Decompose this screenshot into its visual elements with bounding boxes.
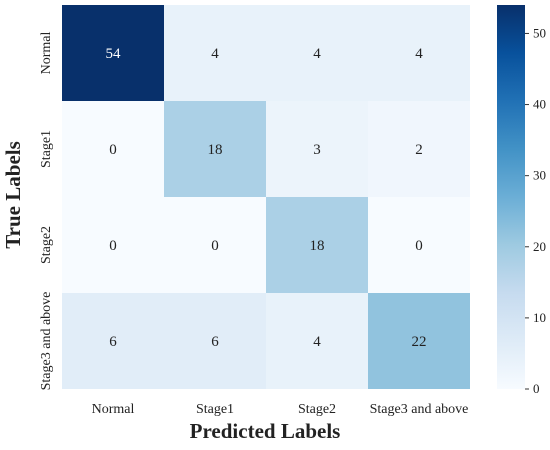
cell-value-r1-c3: 2 — [415, 142, 423, 158]
cell-value-r0-c3: 4 — [415, 46, 423, 62]
colorbar-tick-label-0: 0 — [533, 381, 540, 396]
colorbar: 0 10 20 30 40 50 — [497, 5, 546, 396]
heatmap-cell-r1-c2 — [266, 101, 368, 197]
heatmap-cell-r1-c0 — [62, 101, 164, 197]
y-tick-label-1: Stage1 — [39, 130, 54, 168]
y-tick-labels: Normal Stage1 Stage2 Stage3 and above — [39, 32, 54, 391]
cell-value-r1-c2: 3 — [313, 142, 321, 158]
y-tick-label-0: Normal — [39, 32, 54, 75]
heatmap-cell-r1-c1 — [164, 101, 266, 197]
cell-value-r1-c0: 0 — [109, 142, 117, 158]
heatmap-cell-r3-c3 — [368, 293, 470, 389]
colorbar-tick-label-4: 40 — [533, 97, 546, 112]
cell-value-r3-c1: 6 — [211, 334, 219, 350]
colorbar-tick-label-2: 20 — [533, 239, 546, 254]
heatmap-cell-r2-c1 — [164, 197, 266, 293]
cell-value-r2-c3: 0 — [415, 238, 423, 254]
colorbar-gradient — [497, 5, 525, 389]
heatmap-cell-r0-c0 — [62, 5, 164, 101]
colorbar-tick-label-1: 10 — [533, 310, 546, 325]
cell-value-r2-c2: 18 — [310, 238, 325, 254]
y-axis-title: True Labels — [1, 141, 25, 249]
cell-value-r2-c1: 0 — [211, 238, 219, 254]
x-tick-label-3: Stage3 and above — [370, 402, 469, 417]
y-tick-label-3: Stage3 and above — [39, 292, 54, 391]
cell-value-r0-c2: 4 — [313, 46, 321, 62]
heatmap-cell-r0-c3 — [368, 5, 470, 101]
heatmap-cell-r0-c1 — [164, 5, 266, 101]
heatmap-cell-r3-c1 — [164, 293, 266, 389]
cell-value-r3-c2: 4 — [313, 334, 321, 350]
x-tick-label-2: Stage2 — [298, 402, 336, 417]
x-tick-label-1: Stage1 — [196, 402, 234, 417]
cell-value-r0-c1: 4 — [211, 46, 219, 62]
heatmap-cell-r3-c2 — [266, 293, 368, 389]
x-tick-label-0: Normal — [92, 402, 135, 417]
cell-value-r1-c1: 18 — [208, 142, 223, 158]
cell-value-r0-c0: 54 — [106, 46, 122, 62]
heatmap-cell-r2-c0 — [62, 197, 164, 293]
cell-value-r3-c0: 6 — [109, 334, 117, 350]
heatmap-cell-r2-c3 — [368, 197, 470, 293]
heatmap-cells: 54 4 4 4 0 18 3 2 0 0 18 0 6 6 4 22 — [62, 5, 470, 389]
cell-value-r2-c0: 0 — [109, 238, 117, 254]
heatmap-cell-r3-c0 — [62, 293, 164, 389]
colorbar-tick-label-3: 30 — [533, 168, 546, 183]
heatmap-cell-r0-c2 — [266, 5, 368, 101]
x-axis-title: Predicted Labels — [190, 419, 341, 443]
y-tick-label-2: Stage2 — [39, 226, 54, 264]
colorbar-tick-label-5: 50 — [533, 25, 546, 40]
x-tick-labels: Normal Stage1 Stage2 Stage3 and above — [92, 402, 469, 417]
heatmap-cell-r2-c2 — [266, 197, 368, 293]
heatmap-cell-r1-c3 — [368, 101, 470, 197]
cell-value-r3-c3: 22 — [412, 334, 427, 350]
